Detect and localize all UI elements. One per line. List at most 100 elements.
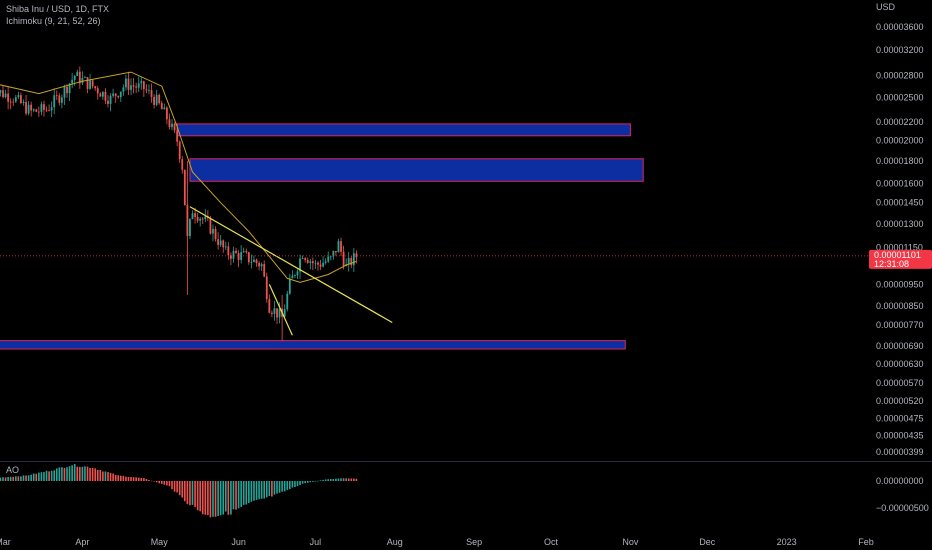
price-tick-label: 0.00001800 — [876, 156, 924, 166]
candle-body — [25, 102, 27, 114]
price-tick-label: 0.00001150 — [876, 242, 923, 252]
candle-body — [288, 278, 291, 294]
candle-body — [96, 88, 99, 94]
time-tick-label: Apr — [75, 537, 89, 547]
price-tick-label: 0.00002500 — [876, 92, 924, 102]
candle-body — [270, 312, 273, 314]
ao-bar — [347, 478, 350, 481]
ao-bar — [40, 472, 43, 481]
ao-bar — [127, 476, 130, 481]
zones-layer — [0, 123, 644, 350]
ao-bar — [163, 481, 166, 485]
time-axis[interactable]: Mar Apr May Jun Jul Aug Sep Oct Nov Dec 2023 Feb — [0, 537, 874, 547]
supply-demand-zone-3 — [0, 340, 626, 350]
ao-bar — [171, 481, 173, 490]
price-axis[interactable]: 0.00003600 0.00003200 0.00002800 0.00002500… — [876, 22, 924, 457]
ao-bar — [281, 481, 283, 492]
price-tick-label: 0.00002800 — [876, 71, 924, 81]
ao-bar — [66, 467, 68, 481]
price-badge-price: 0.00001101 — [874, 250, 921, 260]
price-tick-label: 0.00000950 — [876, 279, 924, 289]
candle-body — [194, 213, 196, 217]
ao-bar — [68, 466, 71, 481]
candle-body — [227, 246, 230, 256]
time-tick-label: Sep — [466, 537, 482, 547]
candle-body — [189, 219, 191, 237]
indicator-legend[interactable]: Ichimoku (9, 21, 52, 26) — [6, 16, 101, 26]
candle-body — [204, 216, 207, 220]
price-tick-label: 0.00000690 — [876, 341, 924, 351]
ao-bar — [173, 481, 176, 492]
ao-bar — [145, 478, 148, 481]
price-tick-label: 0.00001300 — [876, 219, 924, 229]
ao-bar — [81, 466, 84, 481]
time-tick-label: May — [151, 537, 169, 547]
ao-bar — [140, 477, 143, 481]
ao-bar — [102, 471, 104, 481]
price-tick-label: 0.00000570 — [876, 378, 924, 388]
ao-bar — [340, 478, 342, 481]
candle-body — [81, 77, 84, 84]
ao-bar — [235, 481, 237, 510]
ao-bar — [137, 477, 140, 481]
candle-body — [55, 95, 58, 97]
ao-bar — [25, 475, 27, 481]
ao-bar — [314, 481, 317, 482]
ao-bar — [204, 481, 207, 515]
ao-bar — [86, 466, 89, 481]
ao-bar — [355, 478, 358, 481]
price-tick-label: 0.00000399 — [876, 447, 924, 457]
ao-bar — [214, 481, 217, 517]
ao-bar — [296, 481, 299, 487]
candle-body — [48, 110, 50, 111]
candle-body — [335, 251, 337, 253]
candle-body — [299, 258, 301, 272]
ao-bar — [38, 472, 40, 481]
time-tick-label: Feb — [858, 537, 874, 547]
candle-body — [181, 159, 184, 170]
ao-bar — [306, 481, 309, 483]
ao-bar — [317, 480, 319, 482]
candle-body — [148, 90, 150, 92]
candle-body — [76, 71, 79, 76]
ao-bar — [84, 466, 86, 481]
ao-bar — [150, 480, 153, 482]
oscillator-legend[interactable]: AO — [6, 465, 20, 475]
candle-body — [60, 97, 63, 103]
candle-body — [173, 123, 176, 131]
ao-bar — [71, 465, 73, 481]
ao-bar — [117, 475, 120, 481]
ao-bar — [258, 481, 260, 500]
candle-body — [86, 77, 89, 89]
price-tick-label: 0.00000435 — [876, 430, 924, 440]
ao-bar — [114, 474, 117, 481]
candle-body — [94, 86, 97, 89]
symbol-legend[interactable]: Shiba Inu / USD, 1D, FTX — [6, 4, 110, 14]
candle-body — [107, 100, 109, 104]
ao-bar — [335, 478, 337, 481]
time-tick-label: 2023 — [777, 537, 797, 547]
ao-bar — [337, 478, 340, 481]
candle-body — [53, 95, 56, 108]
candle-body — [324, 261, 327, 263]
ao-bar — [260, 481, 263, 499]
ao-bar — [27, 475, 30, 481]
candle-body — [125, 78, 127, 88]
ao-bar — [4, 477, 7, 481]
trendline-2 — [268, 284, 293, 336]
candle-body — [22, 102, 25, 104]
currency-label: USD — [876, 2, 896, 12]
candle-body — [66, 86, 68, 94]
ao-bar — [30, 474, 32, 481]
ao-bar — [291, 481, 294, 488]
ao-bar — [45, 470, 48, 481]
ao-bar — [20, 476, 22, 481]
ao-bar — [319, 480, 322, 481]
time-tick-label: Oct — [544, 537, 559, 547]
candle-body — [314, 262, 317, 264]
price-tick-label: 0.00001450 — [876, 198, 924, 208]
candles-layer — [0, 66, 358, 341]
ao-bar — [91, 467, 94, 481]
ao-bar — [50, 470, 53, 481]
